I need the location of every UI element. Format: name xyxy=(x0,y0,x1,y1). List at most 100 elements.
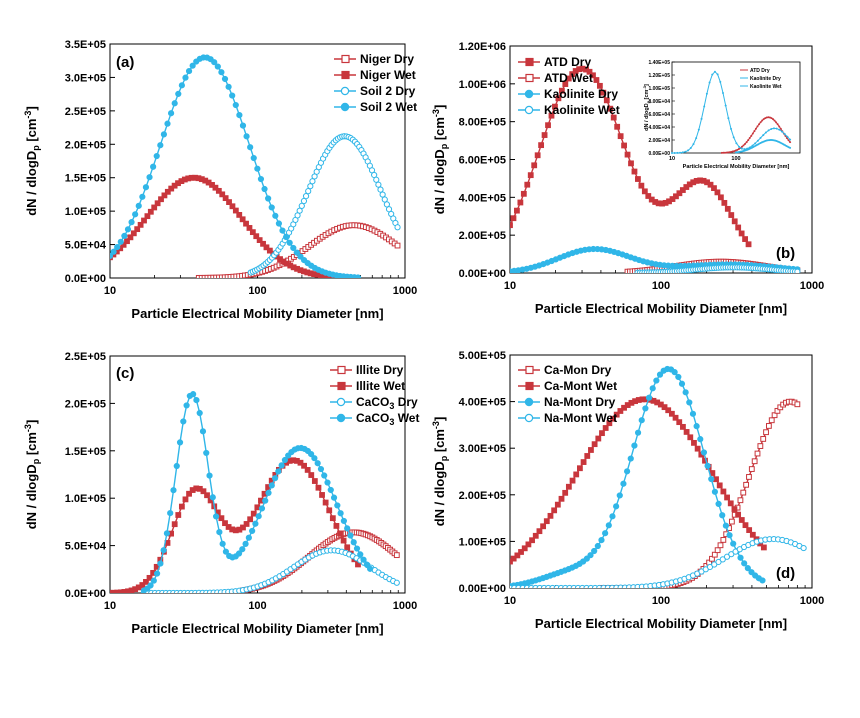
inset-data-point xyxy=(775,127,778,130)
data-point xyxy=(268,204,275,211)
inset-data-point xyxy=(708,81,711,84)
data-point xyxy=(216,529,223,536)
inset-data-point xyxy=(728,151,731,154)
inset-data-point xyxy=(778,128,781,131)
data-point xyxy=(330,494,338,501)
data-point xyxy=(584,453,591,459)
inset-data-point xyxy=(727,151,730,154)
data-point xyxy=(305,188,312,195)
data-point xyxy=(128,219,135,226)
data-point xyxy=(613,411,620,418)
data-point xyxy=(536,528,543,535)
y-tick-label: 0.0E+00 xyxy=(65,588,106,600)
y-tick-label: 5.0E+04 xyxy=(65,541,107,553)
data-point xyxy=(721,199,728,206)
data-point xyxy=(137,221,144,228)
data-point xyxy=(634,429,642,436)
data-point xyxy=(700,449,708,456)
data-point xyxy=(757,443,764,449)
inset-data-point xyxy=(725,151,728,154)
data-point xyxy=(617,133,624,140)
panel-label: (c) xyxy=(116,365,134,382)
data-point xyxy=(278,462,285,469)
data-point xyxy=(562,489,569,496)
data-point xyxy=(363,561,370,568)
data-point xyxy=(124,238,130,245)
data-point xyxy=(117,238,124,245)
y-axis-label: dN / dlogDp [cm-3] xyxy=(23,106,41,216)
data-point xyxy=(236,212,243,218)
data-point xyxy=(200,488,207,495)
x-tick-label: 1000 xyxy=(800,595,824,607)
data-point xyxy=(598,537,605,544)
data-point xyxy=(520,190,527,197)
data-point xyxy=(711,185,717,192)
data-point xyxy=(545,122,551,129)
data-point xyxy=(275,468,282,475)
inset-data-point xyxy=(754,142,757,145)
data-point xyxy=(232,207,239,214)
inset-data-point xyxy=(767,129,770,132)
legend-marker xyxy=(336,397,346,407)
y-tick-label: 2.00E+05 xyxy=(459,230,506,242)
data-point xyxy=(160,131,168,138)
data-point xyxy=(139,193,146,200)
inset-x-tick-label: 100 xyxy=(731,156,740,162)
data-point xyxy=(393,552,400,559)
data-point xyxy=(748,466,755,472)
inset-data-point xyxy=(756,139,759,142)
data-point xyxy=(218,69,225,76)
data-point xyxy=(281,456,289,464)
data-point xyxy=(541,132,548,138)
data-point xyxy=(594,542,601,550)
inset-data-point xyxy=(781,130,784,133)
inset-data-point xyxy=(759,136,762,139)
data-point xyxy=(547,512,554,519)
data-point xyxy=(749,531,756,538)
data-point xyxy=(605,522,612,529)
legend-label: ATD Dry xyxy=(544,55,591,69)
y-tick-label: 8.00E+05 xyxy=(459,117,506,129)
data-point xyxy=(671,369,678,376)
inset-data-point xyxy=(724,104,727,107)
data-point xyxy=(141,217,147,224)
data-point xyxy=(737,554,744,561)
data-point xyxy=(375,181,382,188)
data-point xyxy=(768,417,775,424)
inset-data-point xyxy=(733,150,736,153)
data-point xyxy=(627,455,634,462)
data-point xyxy=(214,63,221,70)
data-point xyxy=(714,189,721,196)
inset-data-point xyxy=(764,117,767,120)
data-point xyxy=(714,547,721,554)
inset-data-point xyxy=(692,143,695,146)
data-point xyxy=(676,419,683,426)
data-point xyxy=(510,555,517,562)
data-point xyxy=(182,496,189,503)
inset-data-point xyxy=(775,121,778,124)
data-point xyxy=(261,185,268,193)
y-tick-label: 0.00E+00 xyxy=(459,268,506,280)
data-point xyxy=(591,441,598,448)
y-tick-label: 5.00E+05 xyxy=(459,350,506,362)
data-point xyxy=(686,399,693,406)
data-point xyxy=(586,68,593,75)
data-point xyxy=(569,71,576,78)
legend-label: Ca-Mont Wet xyxy=(544,379,617,393)
inset-data-point xyxy=(783,132,786,135)
inset-data-point xyxy=(770,127,773,130)
data-point xyxy=(551,507,558,514)
data-point xyxy=(554,501,561,508)
inset-data-point xyxy=(697,128,700,131)
data-point xyxy=(707,181,714,188)
data-point xyxy=(518,549,524,555)
inset-data-point xyxy=(727,117,730,120)
data-point xyxy=(606,420,613,427)
inset-data-point xyxy=(758,123,761,126)
data-point xyxy=(236,112,243,119)
data-point xyxy=(263,244,270,251)
data-point xyxy=(114,243,121,251)
series-group xyxy=(510,365,807,588)
inset-data-point xyxy=(703,105,706,108)
inset-data-point xyxy=(787,139,790,142)
